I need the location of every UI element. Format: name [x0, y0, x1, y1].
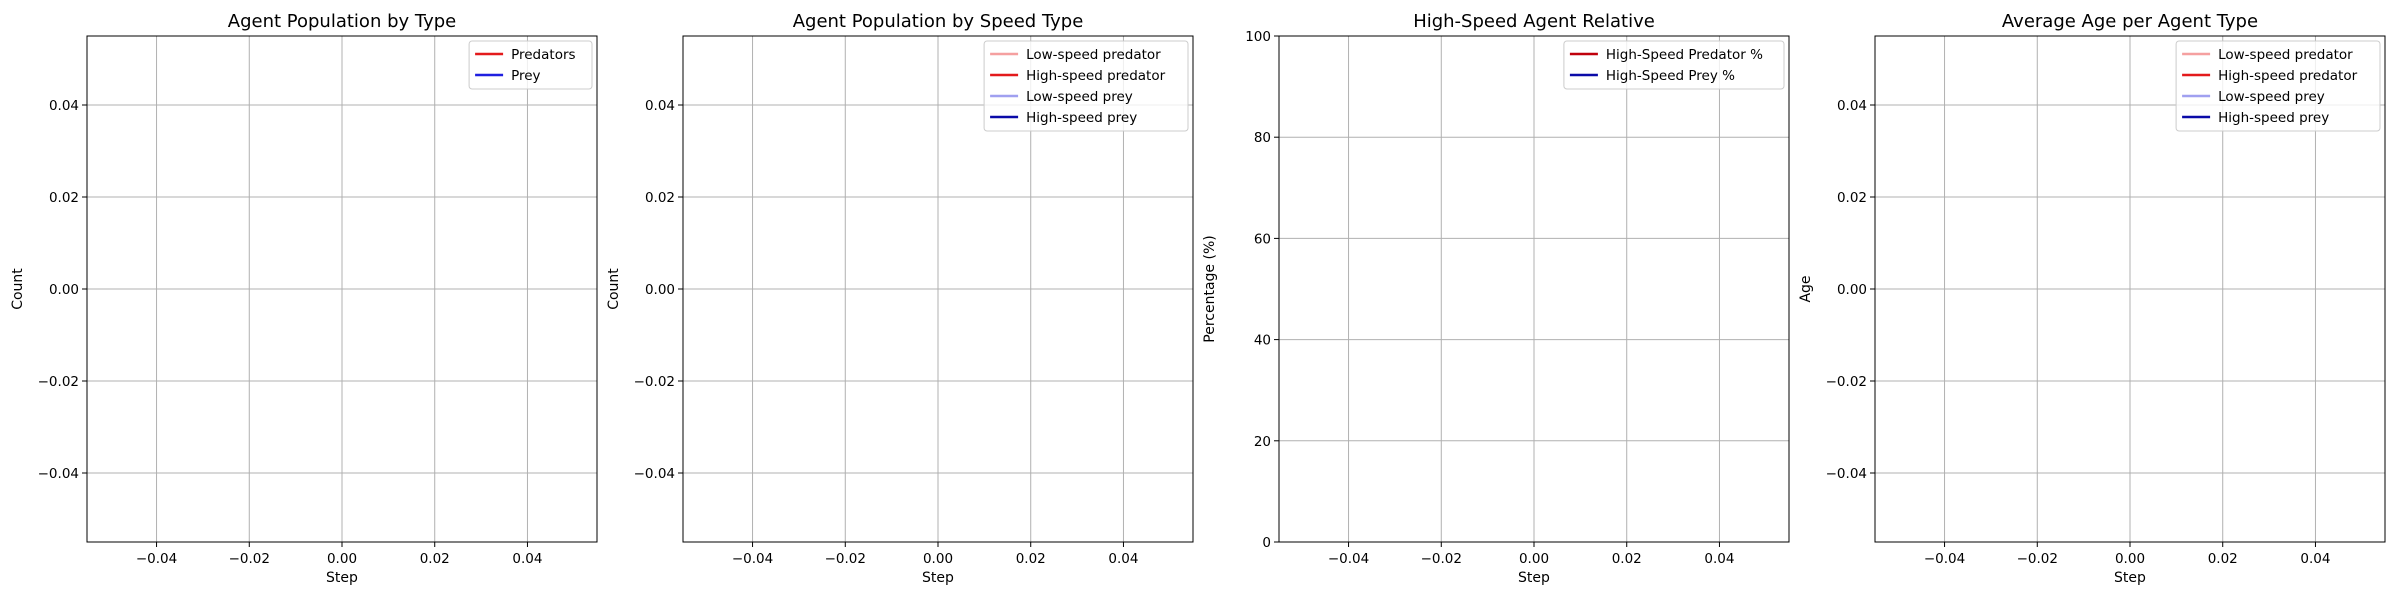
y-tick-label: 0.04	[1837, 98, 1867, 114]
y-tick-label: 0.02	[645, 190, 675, 206]
x-tick-label: 0.02	[420, 551, 450, 567]
legend: Predators Prey	[468, 40, 593, 90]
legend-box	[2175, 40, 2381, 132]
x-tick-label: 0.00	[2115, 551, 2145, 567]
y-axis-label: Percentage (%)	[1202, 235, 1218, 342]
y-tick-label: 0	[1262, 535, 1271, 551]
y-tick-label: 0.04	[645, 98, 675, 114]
y-axis-label: Age	[1798, 275, 1814, 302]
y-tick-label: 20	[1254, 434, 1271, 450]
legend-label: Low-speed predator	[1026, 47, 1161, 63]
legend-label: High-Speed Prey %	[1606, 68, 1735, 84]
chart-panel-1: −0.04 −0.02 0.00 0.02 0.04 −0.04 −0.02 0.00 0.02…	[10, 11, 598, 586]
legend-box	[983, 40, 1189, 132]
x-tick-label: 0.04	[2300, 551, 2330, 567]
chart-panel-3: −0.04 −0.02 0.00 0.02 0.04 0 20 40 60 80 100 High-S…	[1202, 11, 1790, 586]
legend-label: High-Speed Predator %	[1606, 47, 1763, 63]
x-tick-label: 0.02	[2208, 551, 2238, 567]
x-tick-label: 0.02	[1016, 551, 1046, 567]
legend-label: Prey	[511, 68, 540, 84]
x-tick-label: −0.04	[1924, 551, 1965, 567]
y-tick-label: −0.02	[38, 374, 79, 390]
legend-label: Low-speed prey	[1026, 89, 1133, 105]
x-axis-label: Step	[1518, 570, 1550, 586]
x-tick-label: −0.02	[229, 551, 270, 567]
chart-title: Average Age per Agent Type	[2002, 11, 2258, 32]
x-axis-label: Step	[922, 570, 954, 586]
chart-title: Agent Population by Speed Type	[793, 11, 1084, 32]
chart-title: High-Speed Agent Relative	[1413, 11, 1655, 32]
y-tick-label: −0.04	[634, 466, 675, 482]
x-tick-label: −0.04	[1328, 551, 1369, 567]
x-tick-label: 0.02	[1612, 551, 1642, 567]
x-tick-label: 0.04	[1704, 551, 1734, 567]
y-tick-label: 100	[1245, 29, 1271, 45]
y-tick-label: 0.00	[1837, 282, 1867, 298]
x-tick-label: 0.00	[923, 551, 953, 567]
x-tick-label: 0.00	[327, 551, 357, 567]
x-axis-label: Step	[2114, 570, 2146, 586]
legend-label: High-speed predator	[2218, 68, 2357, 84]
legend-label: High-speed prey	[2218, 110, 2329, 126]
y-tick-label: 0.00	[49, 282, 79, 298]
y-tick-label: −0.02	[1826, 374, 1867, 390]
y-tick-label: −0.02	[634, 374, 675, 390]
legend: Low-speed predator High-speed predator Low…	[2175, 40, 2381, 132]
y-tick-label: 80	[1254, 130, 1271, 146]
y-axis-label: Count	[10, 268, 26, 310]
y-tick-label: 0.02	[49, 190, 79, 206]
legend: High-Speed Predator % High-Speed Prey %	[1563, 40, 1785, 90]
y-tick-label: 0.04	[49, 98, 79, 114]
chart-title: Agent Population by Type	[228, 11, 456, 32]
y-axis-label: Count	[606, 268, 622, 310]
y-tick-label: 0.00	[645, 282, 675, 298]
legend-label: High-speed predator	[1026, 68, 1165, 84]
x-tick-label: 0.00	[1519, 551, 1549, 567]
x-axis-label: Step	[326, 570, 358, 586]
chart-panel-4: −0.04 −0.02 0.00 0.02 0.04 −0.04 −0.02 0.00 0.02…	[1798, 11, 2386, 586]
x-tick-label: −0.04	[136, 551, 177, 567]
x-tick-label: 0.04	[512, 551, 542, 567]
y-tick-label: 40	[1254, 333, 1271, 349]
y-tick-label: −0.04	[1826, 466, 1867, 482]
legend-label: Predators	[511, 47, 575, 63]
x-tick-label: −0.02	[1421, 551, 1462, 567]
x-tick-label: 0.04	[1108, 551, 1138, 567]
legend: Low-speed predator High-speed predator Low…	[983, 40, 1189, 132]
y-tick-label: −0.04	[38, 466, 79, 482]
x-tick-label: −0.02	[2017, 551, 2058, 567]
x-tick-label: −0.02	[825, 551, 866, 567]
y-tick-label: 0.02	[1837, 190, 1867, 206]
legend-label: Low-speed predator	[2218, 47, 2353, 63]
y-tick-label: 60	[1254, 231, 1271, 247]
chart-panel-2: −0.04 −0.02 0.00 0.02 0.04 −0.04 −0.02 0.00 0.02…	[606, 11, 1194, 586]
legend-label: High-speed prey	[1026, 110, 1137, 126]
x-tick-label: −0.04	[732, 551, 773, 567]
legend-box	[1563, 40, 1785, 90]
legend-label: Low-speed prey	[2218, 89, 2325, 105]
